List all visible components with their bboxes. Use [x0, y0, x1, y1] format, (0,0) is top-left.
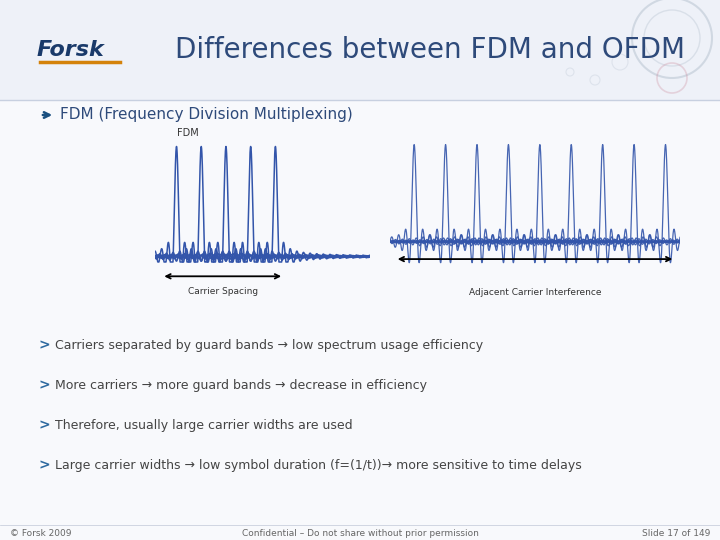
Text: FDM (Frequency Division Multiplexing): FDM (Frequency Division Multiplexing) [60, 107, 353, 123]
Text: Confidential – Do not share without prior permission: Confidential – Do not share without prio… [242, 530, 478, 538]
Bar [0, 100, 720, 540]
Text: Differences between FDM and OFDM: Differences between FDM and OFDM [175, 36, 685, 64]
Text: Large carrier widths → low symbol duration (f=(1/t))→ more sensitive to time del: Large carrier widths → low symbol durati… [55, 458, 582, 471]
Text: © Forsk 2009: © Forsk 2009 [10, 530, 71, 538]
Text: >: > [38, 458, 50, 472]
Text: FDM: FDM [176, 127, 198, 138]
Text: Slide 17 of 149: Slide 17 of 149 [642, 530, 710, 538]
Text: Forsk: Forsk [36, 40, 104, 60]
Text: More carriers → more guard bands → decrease in efficiency: More carriers → more guard bands → decre… [55, 379, 427, 392]
Text: >: > [38, 378, 50, 392]
Text: Adjacent Carrier Interference: Adjacent Carrier Interference [469, 288, 601, 297]
Text: Carrier Spacing: Carrier Spacing [188, 287, 258, 296]
Text: Therefore, usually large carrier widths are used: Therefore, usually large carrier widths … [55, 418, 353, 431]
Bar [0, 0, 720, 100]
Text: >: > [38, 338, 50, 352]
Text: >: > [38, 418, 50, 432]
Text: Carriers separated by guard bands → low spectrum usage efficiency: Carriers separated by guard bands → low … [55, 339, 483, 352]
